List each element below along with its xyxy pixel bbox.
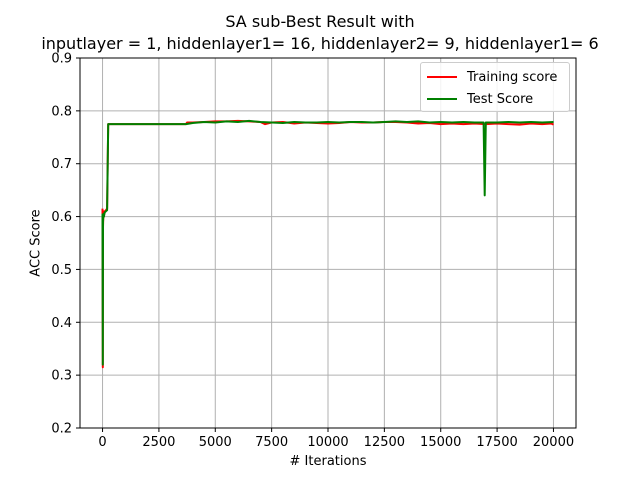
y-tick-label: 0.9 (51, 52, 72, 67)
x-tick-label: 12500 (364, 435, 405, 450)
x-tick-label: 7500 (255, 435, 288, 450)
legend-swatch-test (427, 98, 457, 100)
y-axis-label: ACC Score (28, 209, 44, 277)
x-tick-label: 17500 (476, 435, 517, 450)
chart-title-line-1: SA sub-Best Result with (225, 12, 415, 31)
series-lines (101, 119, 554, 369)
grid-lines (80, 57, 576, 429)
legend: Training score Test Score (420, 62, 570, 112)
x-tick-label: 5000 (199, 435, 232, 450)
y-tick-label: 0.6 (51, 210, 72, 225)
x-tick-label: 0 (98, 435, 106, 450)
y-tick-label: 0.5 (51, 263, 72, 278)
legend-label-training: Training score (467, 69, 558, 85)
y-tick-label: 0.8 (51, 104, 72, 119)
legend-item-training: Training score (427, 67, 557, 87)
legend-item-test: Test Score (427, 89, 533, 109)
x-axis-label: # Iterations (289, 454, 367, 469)
chart-title-line-2: inputlayer = 1, hiddenlayer1= 16, hidden… (41, 34, 599, 53)
x-tick-label: 15000 (420, 435, 461, 450)
axis-ticks: 0 2500 5000 7500 10000 12500 15000 17500 20000 0.… (51, 52, 574, 451)
x-tick-label: 2500 (142, 435, 175, 450)
legend-label-test: Test Score (467, 91, 534, 107)
y-tick-label: 0.3 (51, 369, 72, 384)
y-tick-label: 0.7 (51, 157, 72, 172)
x-tick-label: 10000 (307, 435, 348, 450)
legend-swatch-training (427, 76, 457, 78)
y-tick-label: 0.4 (51, 316, 72, 331)
series-line-test-score (101, 119, 554, 366)
y-tick-label: 0.2 (51, 422, 72, 437)
x-tick-label: 20000 (533, 435, 574, 450)
